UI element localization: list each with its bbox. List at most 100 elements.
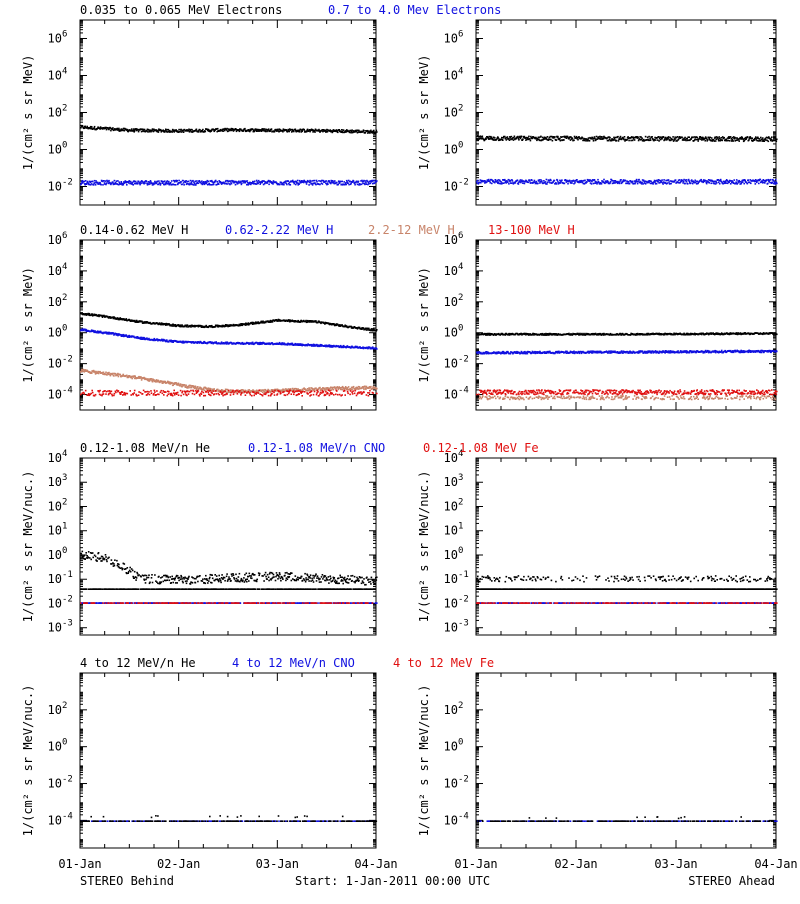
data-point (692, 137, 694, 139)
data-point (572, 138, 574, 140)
y-tick-exponent: 2 (458, 104, 463, 114)
data-point (165, 391, 167, 393)
y-tick-exponent: 6 (62, 231, 67, 241)
data-point (754, 181, 756, 183)
data-point (678, 139, 680, 141)
data-point (191, 387, 193, 389)
data-point (499, 183, 501, 185)
data-point (160, 184, 162, 186)
y-axis-label: 1/(cm² s sr MeV) (417, 55, 431, 171)
data-point (95, 184, 97, 186)
data-point (209, 184, 211, 186)
data-point (520, 182, 522, 184)
data-point (353, 386, 355, 388)
data-point (178, 180, 180, 182)
data-point (619, 139, 621, 141)
y-tick-label: 10 (48, 295, 62, 309)
data-point (318, 180, 320, 182)
data-point (641, 183, 643, 185)
data-point (489, 181, 491, 183)
data-point (258, 180, 260, 182)
data-point (365, 182, 367, 184)
data-point (206, 182, 208, 184)
data-point (153, 379, 155, 381)
data-point (478, 136, 480, 138)
data-point (760, 179, 762, 181)
data-point (163, 181, 165, 183)
data-point (627, 183, 629, 185)
data-point (530, 182, 532, 184)
data-point (295, 129, 297, 131)
data-point (729, 140, 731, 142)
data-point (566, 137, 568, 139)
data-point (561, 136, 563, 138)
data-point (529, 180, 531, 182)
data-point (272, 183, 274, 185)
data-point (80, 394, 82, 396)
data-point (246, 184, 248, 186)
data-point (226, 183, 228, 185)
data-point (296, 182, 298, 184)
y-tick-base: 10 (48, 295, 62, 309)
data-point (369, 132, 371, 134)
data-point (330, 183, 332, 185)
data-point (601, 183, 603, 185)
data-point (340, 389, 342, 391)
data-point (658, 140, 660, 142)
data-point (760, 137, 762, 139)
data-point (557, 136, 559, 138)
data-point (370, 183, 372, 185)
data-point (171, 131, 173, 133)
data-point (539, 179, 541, 181)
data-point (762, 182, 764, 184)
data-point (649, 138, 651, 140)
data-point (343, 181, 345, 183)
data-point (600, 138, 602, 140)
data-point (616, 140, 618, 142)
y-tick-base: 10 (444, 106, 458, 120)
data-point (192, 180, 194, 182)
data-point (168, 181, 170, 183)
data-point (556, 183, 558, 185)
data-point (109, 391, 111, 393)
data-point (208, 181, 210, 183)
data-point (288, 319, 290, 321)
data-point (625, 180, 627, 182)
data-point (287, 344, 289, 346)
data-point (143, 390, 145, 392)
data-point (714, 136, 716, 138)
y-tick-label: 10 (48, 388, 62, 402)
data-point (88, 313, 90, 315)
data-point (623, 139, 625, 141)
data-point (157, 130, 159, 132)
data-point (314, 180, 316, 182)
data-point (171, 325, 173, 327)
y-tick-label: 10 (48, 180, 62, 194)
data-point (708, 182, 710, 184)
data-point (270, 391, 272, 393)
data-point (286, 184, 288, 186)
data-point (160, 324, 162, 326)
data-point (309, 180, 311, 182)
data-point (269, 130, 271, 132)
data-point (144, 182, 146, 184)
data-point (148, 391, 150, 393)
data-point (336, 182, 338, 184)
data-point (134, 130, 136, 132)
data-point (84, 181, 86, 183)
y-tick-exponent: 2 (62, 104, 67, 114)
data-point (495, 179, 497, 181)
data-point (118, 390, 120, 392)
data-point (373, 130, 375, 132)
data-point (677, 136, 679, 138)
data-point (213, 184, 215, 186)
data-point (306, 131, 308, 133)
data-point (176, 393, 178, 395)
data-point (351, 388, 353, 390)
data-point (574, 182, 576, 184)
data-point (668, 181, 670, 183)
data-point (95, 394, 97, 396)
data-point (168, 391, 170, 393)
data-point (540, 136, 542, 138)
y-tick-base: 10 (444, 143, 458, 157)
